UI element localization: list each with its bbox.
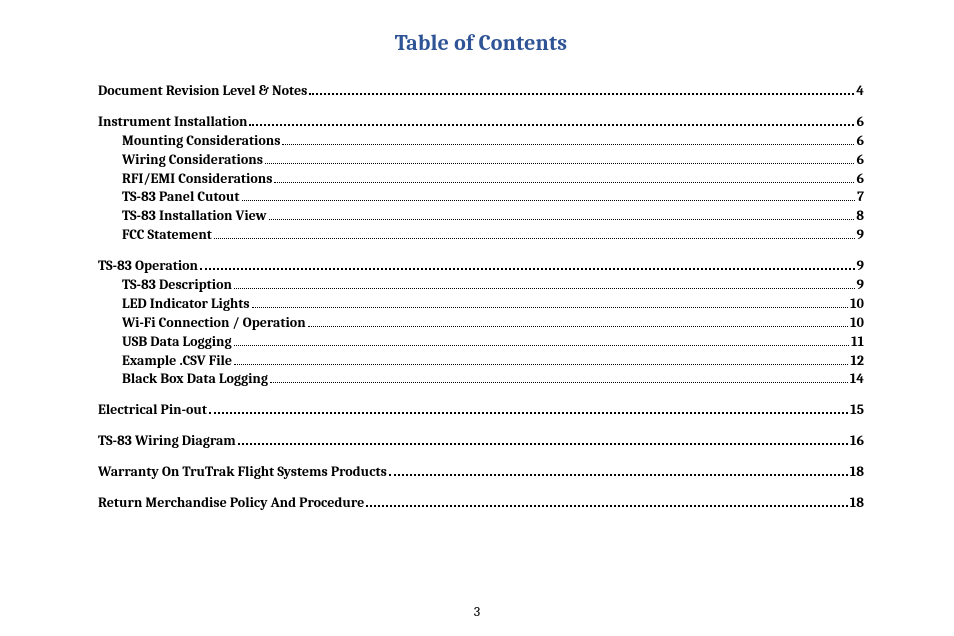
toc-entry-page: 10 <box>850 295 864 314</box>
toc-entry-page: 6 <box>856 113 864 132</box>
toc-leader <box>269 219 855 220</box>
toc-leader <box>389 474 848 476</box>
toc-leader <box>366 505 848 507</box>
toc-entry-label: TS-83 Wiring Diagram <box>98 432 236 451</box>
toc-entry-page: 8 <box>856 207 864 226</box>
toc-leader <box>214 238 855 239</box>
toc-leader <box>270 382 848 383</box>
toc-entry-page: 18 <box>850 494 864 513</box>
toc-entry-page: 9 <box>857 276 864 295</box>
toc-leader <box>234 288 855 289</box>
toc-entry-label: USB Data Logging <box>122 333 232 352</box>
toc-entry: LED Indicator Lights 10 <box>98 295 864 314</box>
toc-list: Document Revision Level & Notes 4 Instrume… <box>98 82 864 513</box>
toc-entry: Wiring Considerations 6 <box>98 151 864 170</box>
toc-entry: RFI/EMI Considerations 6 <box>98 170 864 189</box>
toc-entry-page: 14 <box>850 370 864 389</box>
toc-entry-page: 18 <box>850 463 864 482</box>
toc-entry-label: TS-83 Panel Cutout <box>122 188 240 207</box>
toc-leader <box>209 412 848 414</box>
toc-entry: Instrument Installation 6 <box>98 113 864 132</box>
toc-leader <box>234 364 848 365</box>
toc-entry: Mounting Considerations 6 <box>98 132 864 151</box>
toc-entry-page: 6 <box>856 170 864 189</box>
toc-leader <box>252 307 849 308</box>
page-container: Table of Contents Document Revision Leve… <box>0 0 954 513</box>
toc-entry-label: LED Indicator Lights <box>122 295 250 314</box>
toc-entry-page: 4 <box>856 82 864 101</box>
toc-entry-page: 7 <box>857 188 864 207</box>
toc-entry: Black Box Data Logging 14 <box>98 370 864 389</box>
toc-entry-page: 12 <box>850 352 864 371</box>
toc-entry-page: 9 <box>857 226 864 245</box>
toc-entry-page: 6 <box>856 151 864 170</box>
toc-leader <box>242 200 856 201</box>
toc-leader <box>200 268 855 270</box>
toc-entry-label: RFI/EMI Considerations <box>122 170 272 189</box>
toc-entry: Document Revision Level & Notes 4 <box>98 82 864 101</box>
toc-entry-label: Wi-Fi Connection / Operation <box>122 314 306 333</box>
toc-entry-page: 9 <box>857 257 864 276</box>
toc-entry-label: Instrument Installation <box>98 113 247 132</box>
toc-leader <box>238 443 848 445</box>
toc-entry: Electrical Pin-out 15 <box>98 401 864 420</box>
toc-entry: USB Data Logging 11 <box>98 333 864 352</box>
toc-entry-label: Electrical Pin-out <box>98 401 207 420</box>
toc-title: Table of Contents <box>98 30 864 56</box>
page-number: 3 <box>0 603 954 620</box>
toc-entry-label: Black Box Data Logging <box>122 370 268 389</box>
toc-leader <box>308 326 848 327</box>
toc-entry-label: TS-83 Description <box>122 276 232 295</box>
toc-entry-label: Mounting Considerations <box>122 132 280 151</box>
toc-entry: TS-83 Operation 9 <box>98 257 864 276</box>
toc-leader <box>234 345 850 346</box>
toc-entry: TS-83 Wiring Diagram 16 <box>98 432 864 451</box>
toc-entry-page: 11 <box>851 333 864 352</box>
toc-entry-label: Warranty On TruTrak Flight Systems Produ… <box>98 463 387 482</box>
toc-entry-page: 6 <box>856 132 864 151</box>
toc-leader <box>249 124 854 126</box>
toc-leader <box>309 93 854 95</box>
toc-entry: TS-83 Installation View 8 <box>98 207 864 226</box>
toc-entry-label: TS-83 Operation <box>98 257 198 276</box>
toc-entry-label: FCC Statement <box>122 226 212 245</box>
toc-entry: Warranty On TruTrak Flight Systems Produ… <box>98 463 864 482</box>
toc-entry-page: 10 <box>850 314 864 333</box>
toc-entry: TS-83 Panel Cutout 7 <box>98 188 864 207</box>
toc-leader <box>282 144 854 145</box>
toc-entry-label: Return Merchandise Policy And Procedure <box>98 494 364 513</box>
toc-entry-page: 16 <box>850 432 864 451</box>
toc-entry: Example .CSV File 12 <box>98 352 864 371</box>
toc-entry-page: 15 <box>850 401 864 420</box>
toc-entry-label: Document Revision Level & Notes <box>98 82 307 101</box>
toc-entry: Return Merchandise Policy And Procedure 1… <box>98 494 864 513</box>
toc-entry-label: Wiring Considerations <box>122 151 263 170</box>
toc-leader <box>265 163 855 164</box>
toc-entry-label: TS-83 Installation View <box>122 207 267 226</box>
toc-entry: TS-83 Description 9 <box>98 276 864 295</box>
toc-leader <box>274 182 854 183</box>
toc-entry: Wi-Fi Connection / Operation 10 <box>98 314 864 333</box>
toc-entry: FCC Statement 9 <box>98 226 864 245</box>
toc-entry-label: Example .CSV File <box>122 352 232 371</box>
